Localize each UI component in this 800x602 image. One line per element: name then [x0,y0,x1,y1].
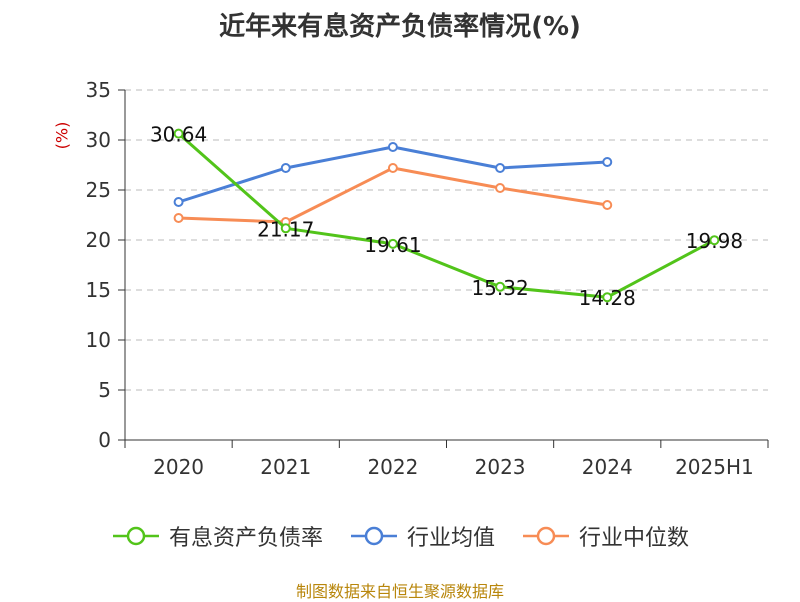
x-tick-label: 2021 [260,455,311,479]
data-point [387,142,398,152]
data-label: 14.28 [579,286,636,310]
data-point [387,163,398,173]
legend: 有息资产负债率 行业均值 行业中位数 [0,520,800,552]
data-point [602,157,613,167]
chart-title: 近年来有息资产负债率情况(%) [219,12,581,42]
y-tick-label: 20 [86,228,111,252]
data-point [495,183,506,193]
legend-item-rate[interactable]: 有息资产负债率 [111,520,323,552]
legend-marker-icon [112,526,159,546]
data-point [387,238,398,249]
data-label: 15.32 [471,276,528,300]
y-tick-label: 10 [86,328,111,352]
data-source-note: 制图数据来自恒生聚源数据库 [295,582,504,601]
x-tick-label: 2020 [153,455,204,479]
data-point [280,163,291,173]
y-tick-label: 35 [86,78,111,102]
data-label: 21.17 [257,217,314,241]
series-line [178,166,608,224]
data-point [495,163,506,173]
x-tick-label: 2022 [367,455,418,479]
data-point [602,200,613,210]
data-label: 19.61 [364,233,421,257]
data-point [173,128,184,139]
series-line [177,132,716,299]
data-point [173,197,184,207]
data-point [173,213,184,223]
x-tick-label: 2025H1 [675,455,754,479]
y-tick-label: 15 [86,278,111,302]
y-tick-label: 5 [98,378,111,402]
data-point [495,281,506,292]
y-tick-label: 30 [86,128,111,152]
legend-label: 有息资产负债率 [168,526,323,551]
legend-label: 行业均值 [406,526,495,551]
legend-label: 行业中位数 [579,526,690,551]
y-tick-label: 25 [86,178,111,202]
legend-marker-icon [350,526,397,546]
x-tick-label: 2024 [582,455,633,479]
data-label: 19.98 [686,229,743,253]
data-point [280,223,291,234]
data-point [709,235,720,246]
legend-item-industry-median[interactable]: 行业中位数 [521,520,689,552]
legend-marker-icon [523,526,569,546]
data-point [602,292,613,303]
data-label: 30.64 [150,123,207,147]
legend-item-industry-mean[interactable]: 行业均值 [349,520,495,552]
y-tick-label: 0 [98,428,111,452]
x-tick-label: 2023 [475,455,526,479]
